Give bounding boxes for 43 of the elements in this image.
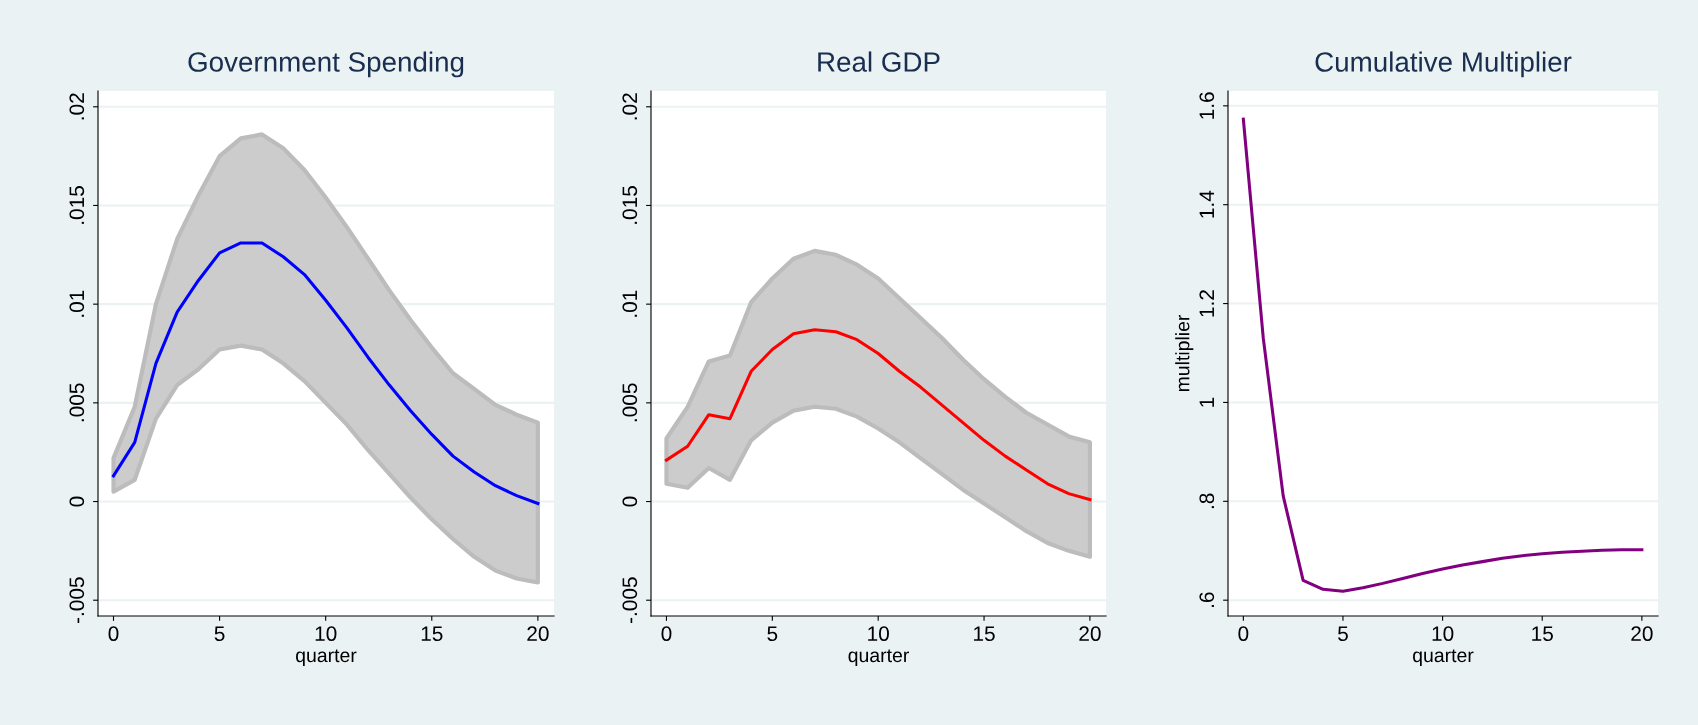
x-tick-label: 0 [661,626,672,642]
y-axis-title: multiplier [1175,314,1194,392]
line-series [111,241,540,506]
y-tick-label: .005 [622,383,638,422]
y-tick-label: -.005 [69,577,85,624]
y-tick-label: .01 [622,290,638,317]
x-axis-title: quarter [848,649,909,667]
x-tick-label: 5 [1338,626,1348,642]
x-tick-label: 15 [974,626,995,642]
x-tick-label: 5 [214,626,225,642]
y-tick-label: .02 [69,93,85,120]
y-tick-label: .005 [69,383,85,422]
x-tick-label: 10 [868,626,889,642]
line-series [664,328,1092,502]
x-tick-label: 20 [1631,626,1653,642]
x-tick-label: 0 [108,626,119,642]
x-tick-label: 10 [1432,626,1454,642]
y-tick-label: 1.6 [1199,92,1215,119]
x-tick-label: 15 [1532,626,1553,642]
x-axis-title: quarter [296,649,357,667]
y-tick-label: 0 [69,496,85,507]
y-tick-label: -.005 [622,577,638,624]
x-axis-title: quarter [1413,649,1474,667]
chart-title: Cumulative Multiplier [1315,51,1572,78]
chart-title: Government Spending [188,51,464,78]
y-tick-label: .015 [622,186,638,224]
y-tick-label: .8 [1199,493,1215,509]
x-tick-label: 20 [1079,626,1101,642]
y-tick-label: .01 [69,290,85,317]
y-tick-label: 1.4 [1199,190,1214,218]
y-tick-label: 0 [622,496,638,507]
x-tick-label: 10 [315,626,337,642]
y-tick-label: 1.2 [1199,290,1214,317]
x-tick-label: 0 [1238,626,1249,642]
y-tick-label: 1 [1199,397,1214,407]
chart-title: Real GDP [818,51,940,72]
x-tick-label: 15 [421,626,443,642]
x-tick-label: 20 [527,626,549,642]
y-tick-label: .6 [1199,592,1215,607]
line-series [1241,117,1644,593]
y-tick-label: .015 [69,186,85,224]
x-tick-label: 5 [767,626,778,642]
y-tick-label: .02 [622,93,638,120]
